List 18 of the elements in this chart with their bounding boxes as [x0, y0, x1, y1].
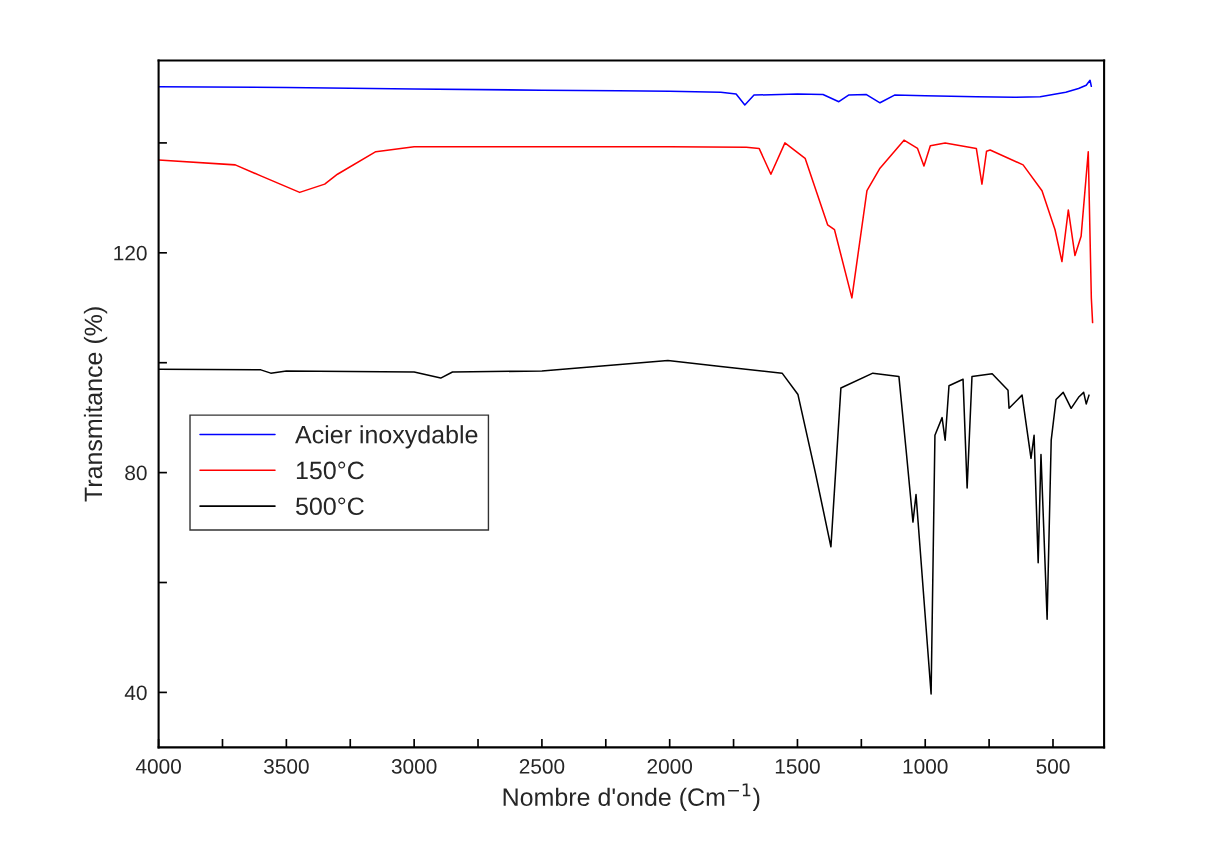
x-tick-label: 1000: [903, 759, 948, 774]
legend-label: 500°C: [296, 497, 364, 516]
y-tick-label: 80: [125, 465, 147, 481]
x-tick-label: 4000: [135, 759, 181, 774]
x-tick-label: 3500: [263, 759, 309, 774]
y-tick-label: 120: [114, 245, 147, 261]
x-tick-label: 500: [1036, 759, 1070, 774]
y-axis-title: Transmitance (%): [83, 307, 108, 502]
x-tick-label: 1500: [775, 759, 820, 774]
legend-label: Acier inoxydable: [295, 425, 478, 449]
line-series: [158, 139, 1094, 324]
x-tick-label: 2500: [519, 759, 565, 774]
x-tick-label: 2000: [647, 759, 693, 774]
y-tick-label: 40: [124, 685, 147, 701]
line-series: [158, 79, 1093, 106]
x-axis-title: Nombre d'onde (Cm$^{−1}$): [503, 783, 760, 811]
legend-label: 150°C: [296, 461, 364, 480]
x-tick-label: 3000: [391, 759, 437, 774]
